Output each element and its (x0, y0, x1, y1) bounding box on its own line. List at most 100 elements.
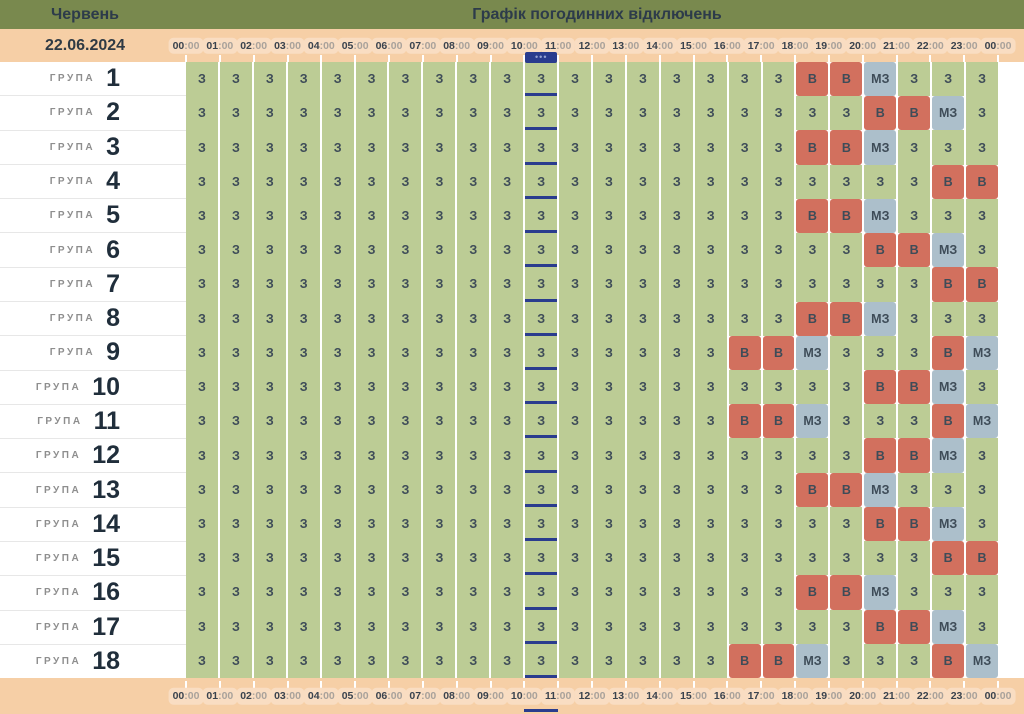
schedule-cell: З (660, 575, 693, 610)
schedule-cell: З (525, 506, 558, 542)
schedule-cell: З (559, 404, 591, 439)
schedule-cell: З (559, 198, 591, 234)
schedule-cell: З (457, 164, 490, 199)
schedule-cell: З (592, 335, 625, 370)
schedule-cell: МЗ (932, 369, 965, 405)
schedule-cell: З (660, 369, 693, 405)
schedule-cell: МЗ (966, 335, 998, 370)
schedule-cell: З (592, 198, 625, 234)
schedule-cell: З (491, 506, 524, 542)
schedule-cell: З (355, 369, 388, 405)
schedule-cell: З (186, 301, 218, 336)
schedule-cell: В (932, 335, 965, 370)
schedule-cell: З (321, 130, 354, 165)
schedule-cell: З (287, 404, 320, 439)
schedule-cell: МЗ (864, 472, 897, 507)
schedule-cell: З (491, 438, 524, 473)
schedule-cell: В (932, 267, 965, 302)
schedule-cell: З (559, 506, 591, 542)
group-row: ГРУПА 1 (0, 62, 186, 97)
schedule-cell: З (355, 233, 388, 268)
schedule-cell: З (423, 130, 456, 165)
time-tick (827, 681, 830, 688)
schedule-cell: З (626, 438, 659, 473)
schedule-cell: В (932, 164, 965, 199)
schedule-cell: З (321, 506, 354, 542)
schedule-cell: З (457, 335, 490, 370)
group-row: ГРУПА 18 (0, 645, 186, 678)
time-tick (286, 681, 289, 688)
schedule-cell: З (932, 301, 965, 336)
schedule-cell: З (559, 541, 591, 576)
schedule-cell: З (186, 506, 218, 542)
schedule-cell: В (728, 335, 761, 370)
schedule-cell: З (626, 609, 659, 644)
schedule-cell: З (966, 575, 998, 610)
schedule-cell: З (660, 438, 693, 473)
time-label: 05:00 (337, 687, 373, 705)
schedule-cell: З (559, 301, 591, 336)
schedule-cell: З (186, 472, 218, 507)
schedule-cell: З (321, 267, 354, 302)
time-tick (760, 55, 763, 62)
time-tick (929, 55, 932, 62)
schedule-cell: З (355, 164, 388, 199)
time-label: 00:00 (168, 687, 204, 705)
schedule-cell: З (898, 472, 931, 507)
schedule-cell: З (355, 267, 388, 302)
group-number: 5 (106, 201, 120, 230)
schedule-cell: З (559, 233, 591, 268)
group-number: 17 (92, 612, 120, 641)
schedule-cell: З (728, 96, 761, 131)
schedule-cell: З (626, 335, 659, 370)
schedule-cell: З (762, 267, 795, 302)
schedule-cell: З (660, 301, 693, 336)
schedule-cell: З (796, 609, 829, 644)
schedule-cell: З (423, 575, 456, 610)
schedule-cell: З (626, 233, 659, 268)
time-label: 20:00 (845, 687, 881, 705)
group-number: 6 (106, 235, 120, 264)
schedule-cell: З (389, 369, 422, 405)
schedule-cell: З (287, 643, 320, 678)
time-label: 07:00 (405, 687, 441, 705)
time-tick (489, 55, 492, 62)
schedule-cell: З (287, 164, 320, 199)
time-tick (726, 55, 729, 62)
schedule-cell: З (186, 62, 218, 97)
schedule-cell: З (355, 643, 388, 678)
time-label: 01:00 (202, 37, 238, 54)
schedule-cell: З (219, 404, 252, 439)
time-tick (624, 55, 627, 62)
schedule-cell: З (186, 96, 218, 131)
time-label: 18:00 (777, 687, 813, 705)
time-label: 04:00 (303, 37, 339, 54)
schedule-cell: З (355, 96, 388, 131)
schedule-cell: З (457, 198, 490, 234)
schedule-cell: З (491, 541, 524, 576)
time-tick (557, 681, 560, 688)
group-number: 12 (92, 441, 120, 470)
schedule-cell: З (491, 62, 524, 97)
schedule-cell: З (660, 335, 693, 370)
schedule-cell: З (830, 438, 863, 473)
schedule-cell: З (559, 96, 591, 131)
schedule-cell: З (559, 609, 591, 644)
schedule-cell: З (287, 506, 320, 542)
group-row: ГРУПА 15 (0, 542, 186, 577)
schedule-cell: МЗ (932, 96, 965, 131)
schedule-cell: З (321, 438, 354, 473)
schedule-cell: З (321, 643, 354, 678)
schedule-cell: МЗ (932, 506, 965, 542)
schedule-cell: З (525, 643, 558, 678)
group-number: 18 (92, 646, 120, 675)
time-label: 12:00 (574, 687, 610, 705)
schedule-cell: В (830, 130, 863, 165)
time-tick (523, 55, 526, 62)
time-tick (557, 55, 560, 62)
schedule-cell: З (592, 62, 625, 97)
schedule-cell: З (321, 233, 354, 268)
schedule-cell: З (626, 62, 659, 97)
group-prefix: ГРУПА (49, 313, 96, 325)
schedule-cell: З (626, 96, 659, 131)
